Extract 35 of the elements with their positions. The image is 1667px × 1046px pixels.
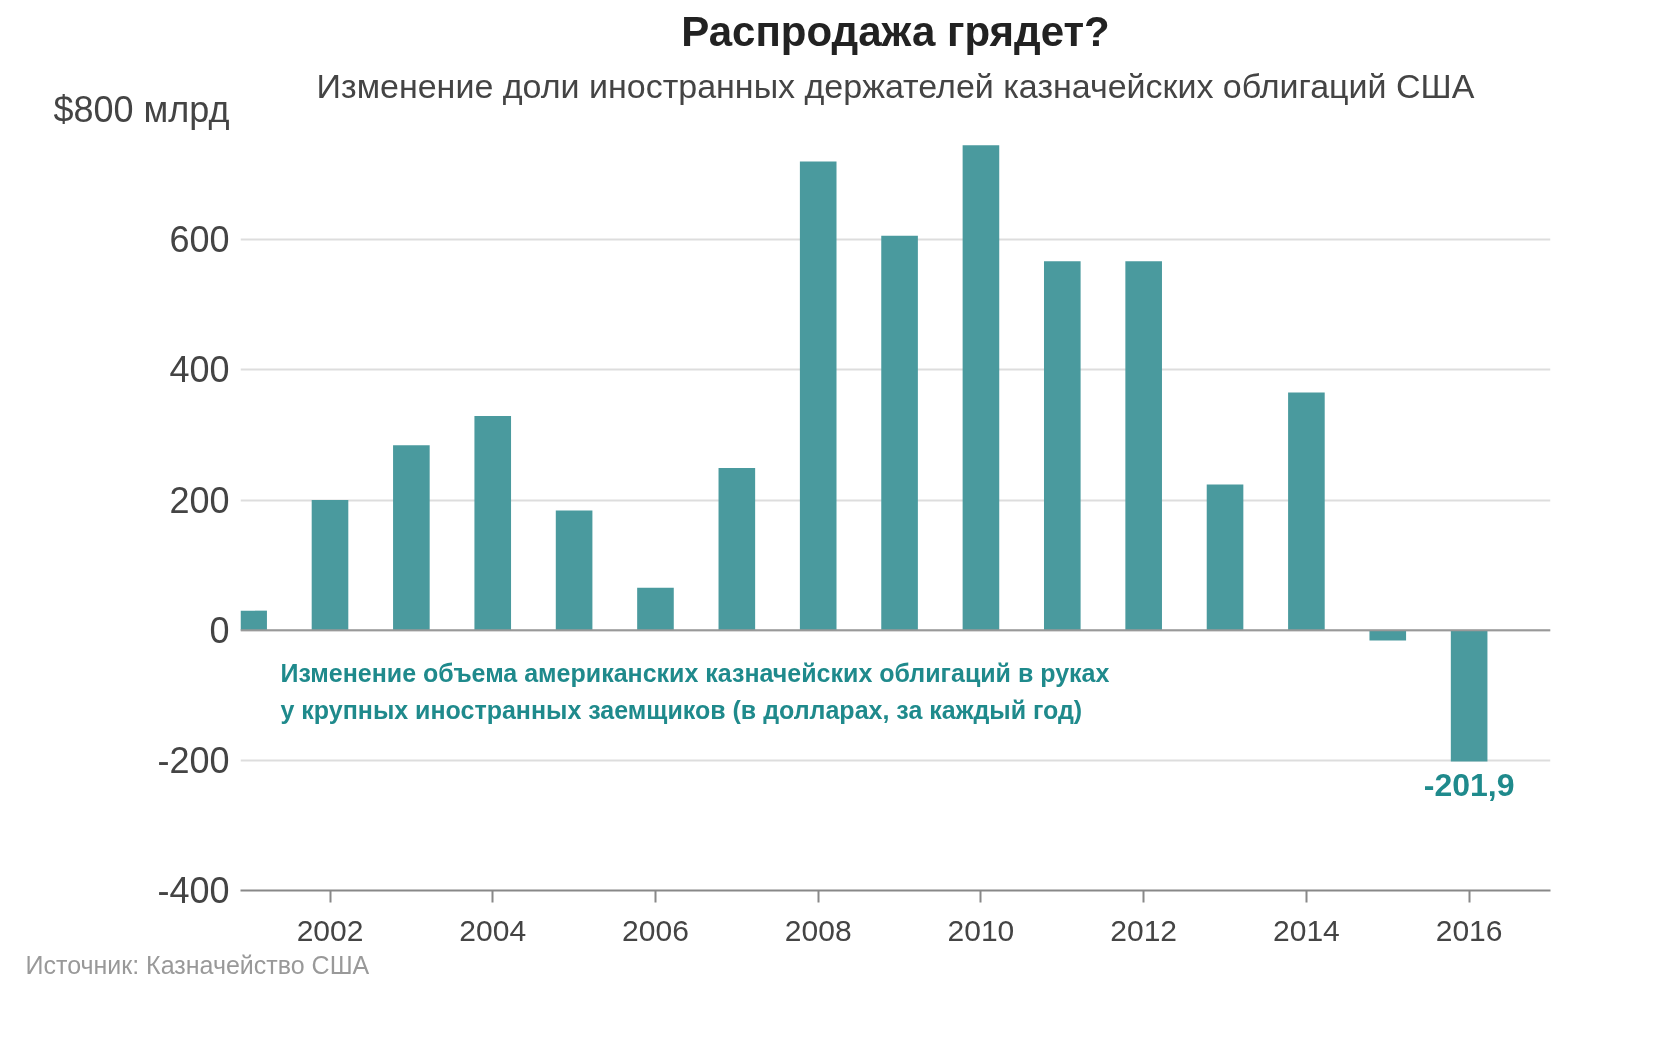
x-tick-label: 2002	[296, 913, 364, 947]
y-tick-label: 200	[169, 479, 230, 521]
bar	[637, 587, 674, 631]
y-tick-label: 600	[169, 219, 230, 261]
x-tick-label: 2014	[1273, 913, 1340, 947]
x-tick-label: 2006	[622, 913, 689, 947]
y-tick-label: $800 млрд	[53, 89, 230, 130]
y-tick-label: 400	[169, 349, 230, 391]
x-tick-label: 2008	[784, 913, 852, 947]
bar	[1206, 484, 1244, 631]
bar	[962, 145, 1000, 631]
bar	[1450, 630, 1488, 762]
data-label: -201,9	[1423, 766, 1515, 803]
bar	[881, 235, 918, 631]
bar	[1043, 261, 1081, 631]
x-tick-label: 2016	[1435, 913, 1503, 947]
text: Источник: Казначейство США	[25, 950, 370, 979]
y-tick-label: 0	[209, 609, 230, 651]
x-tick-label: 2012	[1110, 913, 1178, 947]
y-tick-label: -400	[157, 870, 230, 911]
x-tick-label: 2004	[459, 913, 527, 947]
bar	[311, 500, 349, 631]
bar	[393, 445, 430, 631]
y-tick-label: -200	[157, 739, 230, 781]
bar	[474, 416, 512, 631]
chart-title: Распродажа грядет?	[681, 7, 1110, 55]
bar	[799, 161, 837, 631]
annotation: Изменение объема американских казначейских облигаций в руках у крупных иностранных заемщиков (в долларах, за каждый год)	[280, 658, 1110, 725]
bar	[1125, 261, 1162, 631]
bar	[555, 510, 593, 631]
bar	[1369, 630, 1407, 641]
chart-subtitle: Изменение доли иностранных держателей казначейских облигаций США	[316, 66, 1475, 105]
bar	[1288, 392, 1325, 631]
x-tick-label: 2010	[947, 913, 1015, 947]
bar	[718, 468, 756, 631]
